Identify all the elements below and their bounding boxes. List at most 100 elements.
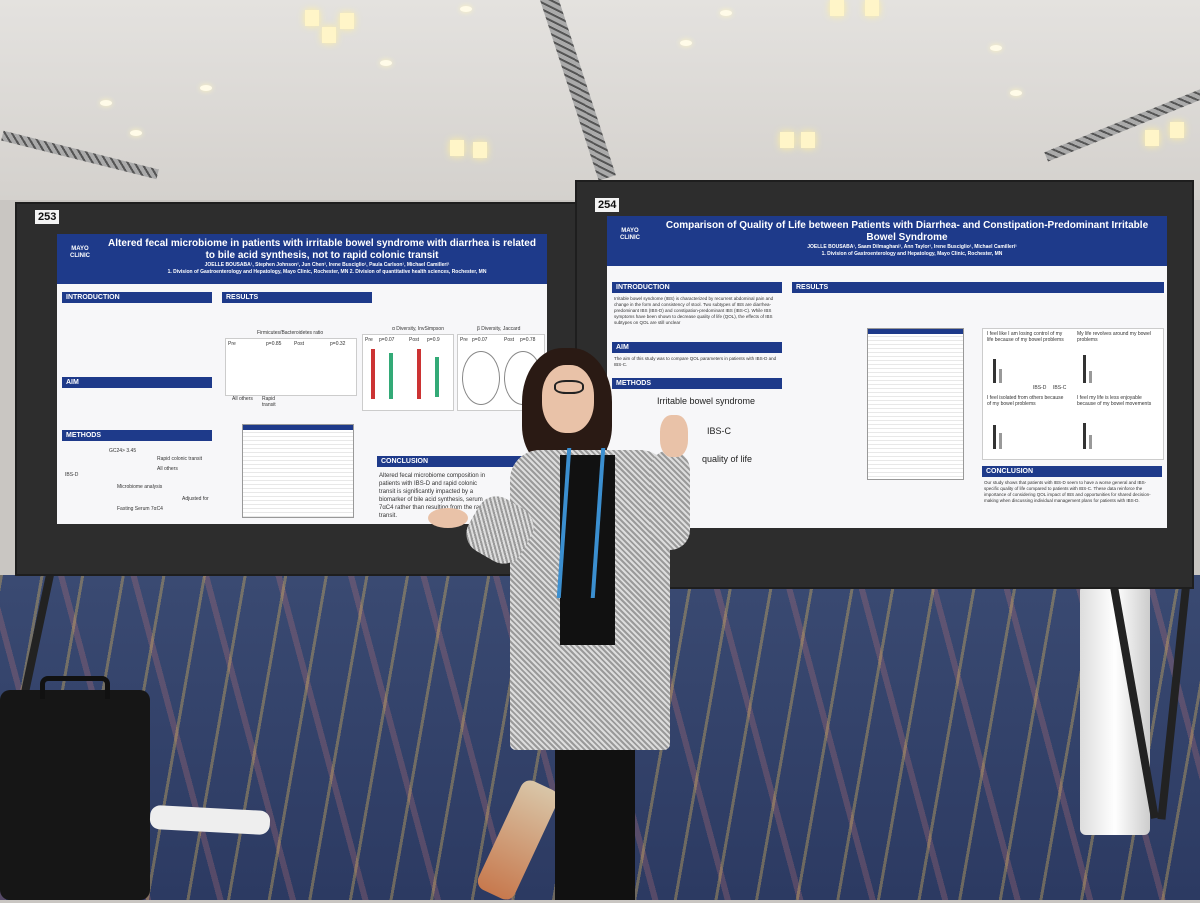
poster-authors: JOELLE BOUSABA¹, Saam Dilmaghani¹, Ann T… [807,244,1017,250]
methods-adjusted: Adjusted for [182,496,209,502]
p-value: p=0.07 [472,337,488,343]
section-methods: METHODS [612,378,782,389]
methods-rapid: Rapid colonic transit [157,456,203,462]
methods-ibs: Irritable bowel syndrome [657,396,756,406]
ceiling-light [100,100,112,106]
chart-title: I feel my life is less enjoyable because… [1077,395,1152,407]
poster-title-bar: Comparison of Quality of Life between Pa… [607,216,1167,266]
post-label: Post [504,337,515,343]
p-value: p=0.07 [379,337,395,343]
introduction-text: Irritable bowel syndrome (IBS) is charac… [614,296,774,325]
mayo-logo: MAYO CLINIC [70,246,90,259]
p-value: p=0.78 [520,337,536,343]
section-introduction: INTRODUCTION [62,292,212,303]
ceiling [0,0,1200,200]
bar [993,359,996,383]
x-label-rapid: Rapid transit [262,396,276,408]
ellipse [462,351,500,405]
face [542,365,594,433]
results-table [242,424,354,518]
methods-fasting: Fasting Serum 7αC4 [117,506,163,512]
qol-bar-charts: I feel like I am losing control of my li… [982,328,1164,460]
ceiling-light [990,45,1002,51]
section-conclusion: CONCLUSION [377,456,527,467]
ceiling-light [680,40,692,46]
methods-all-others: All others [157,466,178,472]
bar [1083,423,1086,449]
bar [1083,355,1086,383]
methods-ibsd: IBS-D [65,472,79,478]
bar [1089,371,1092,383]
right-arm [650,450,690,550]
p-value: p=0.32 [330,341,346,347]
ceiling-light [1010,90,1022,96]
bar [1089,435,1092,449]
post-label: Post [409,337,420,343]
ceiling-light [720,10,732,16]
conclusion-text: Altered fecal microbiome composition in … [379,473,488,519]
section-aim: AIM [612,342,782,353]
chandelier [1140,110,1200,150]
ceiling-light [460,6,472,12]
mayo-logo: MAYO CLINIC [620,228,640,241]
fig-alpha: α Diversity, InvSimpson [392,326,444,332]
methods-microbiome: Microbiome analysis [117,484,163,490]
poster-title-bar: Altered fecal microbiome in patients wit… [57,234,547,284]
post-label: Post [294,341,305,347]
conclusion-text: Our study shows that patients with IBS-D… [984,480,1151,503]
lighting-truss [540,0,616,181]
p-value: p=0.85 [266,341,282,347]
left-hand [428,508,468,528]
chandelier [825,0,885,40]
glasses [554,380,584,394]
x-label-all-others: All others [232,396,253,402]
pre-label: Pre [365,337,373,343]
section-results: RESULTS [222,292,372,303]
board-number: 253 [35,210,60,224]
ceiling-light [200,85,212,91]
ceiling-light [130,130,142,136]
poster-affiliations: 1. Division of Gastroenterology and Hepa… [167,269,487,275]
poster-title: Altered fecal microbiome in patients wit… [108,238,536,261]
bar [999,369,1002,383]
chart-title: I feel like I am losing control of my li… [987,331,1064,343]
pre-label: Pre [460,337,468,343]
alpha-diversity-plot: Pre p=0.07 Post p=0.9 [362,334,454,411]
lighting-truss [1,130,159,180]
chart-title: I feel isolated from others because of m… [987,395,1064,407]
bar [999,433,1002,449]
data-points [371,349,375,399]
section-conclusion: CONCLUSION [982,466,1162,477]
fig-beta: β Diversity, Jaccard [477,326,521,332]
methods-ibsc: IBS-C [707,426,732,436]
section-methods: METHODS [62,430,212,441]
results-table [867,328,964,480]
poster-left: Altered fecal microbiome in patients wit… [57,234,547,524]
fig-fb-ratio: Firmicutes/Bacteroidetes ratio [257,330,324,336]
shirt [560,455,615,645]
ceiling-light [380,60,392,66]
right-hand [660,415,688,457]
p-value: p=0.9 [427,337,440,343]
poster-authors: JOELLE BOUSABA¹, Stephen Johnson², Jun C… [204,262,450,268]
poster-title: Comparison of Quality of Life between Pa… [665,220,1149,243]
suitcase [0,676,150,900]
section-introduction: INTRODUCTION [612,282,782,293]
legend-ibsd: IBS-D [1033,385,1047,391]
pre-label: Pre [228,341,236,347]
chart-title: My life revolves around my bowel problem… [1077,331,1151,343]
chandelier [445,120,505,160]
presenter [428,340,740,900]
bar [993,425,996,449]
chandelier [300,5,360,45]
board-number: 254 [595,198,620,212]
section-results: RESULTS [792,282,1164,293]
section-aim: AIM [62,377,212,388]
chandelier [775,110,835,150]
poster-affiliations: 1. Division of Gastroenterology and Hepa… [821,251,1003,257]
data-points [389,353,393,399]
poster-board-left: 253 Altered fecal microbiome in patients… [15,202,579,576]
aim-text: The aim of this study was to compare QOL… [614,356,777,367]
pants [555,735,635,900]
methods-qol: quality of life [702,454,753,464]
